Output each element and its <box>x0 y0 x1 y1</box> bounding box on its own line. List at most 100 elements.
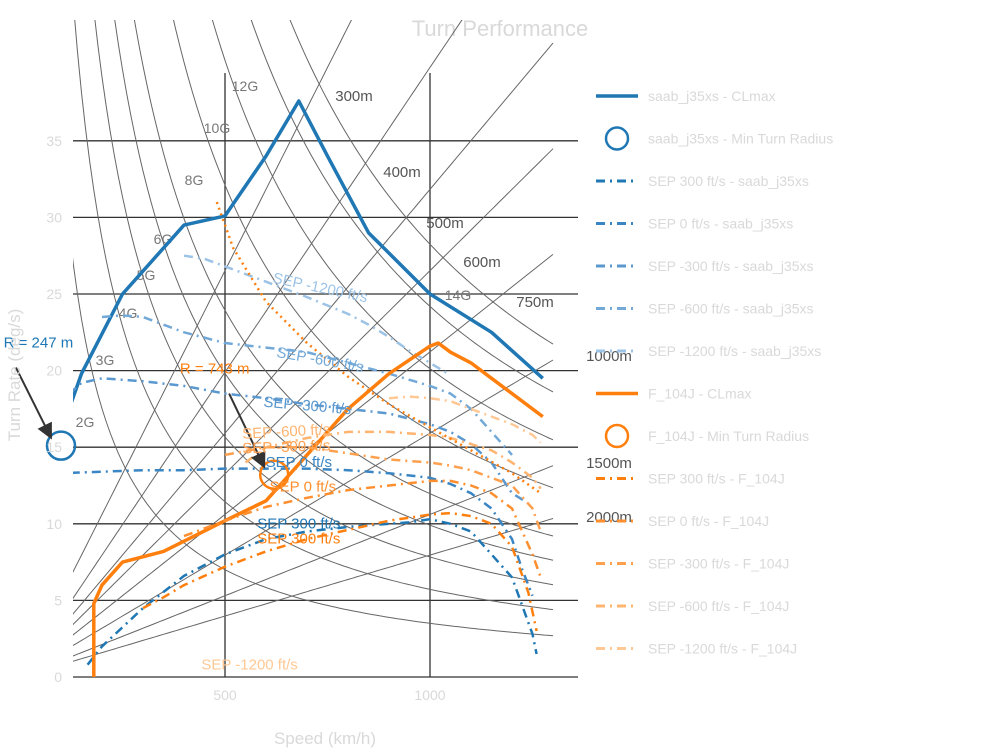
min-radius-arrow <box>228 393 266 469</box>
legend-item[interactable]: SEP 300 ft/s - F_104J <box>596 471 785 487</box>
y-tick-label: 15 <box>46 439 62 455</box>
g-line <box>211 20 554 441</box>
g-line-label: 4G <box>119 305 138 321</box>
y-tick-label: 10 <box>46 516 62 532</box>
radius-line <box>73 518 554 662</box>
legend-label: SEP -300 ft/s - F_104J <box>648 556 789 572</box>
legend-item[interactable]: SEP -1200 ft/s - saab_j35xs <box>596 343 821 359</box>
legend-label: SEP 0 ft/s - saab_j35xs <box>648 216 793 232</box>
min-radius-marker <box>258 459 290 491</box>
y-tick-label: 35 <box>46 133 62 149</box>
g-line <box>250 20 554 393</box>
x-tick-label: 1000 <box>414 687 445 703</box>
radius-line-label: 500m <box>426 215 464 232</box>
radius-line <box>73 20 353 574</box>
radius-line-label: 2000m <box>586 509 632 526</box>
radius-line <box>73 359 554 647</box>
g-line-label: 8G <box>185 172 204 188</box>
g-line <box>173 20 554 489</box>
y-tick-label: 0 <box>54 669 62 685</box>
min-radius-label: R = 743 m <box>180 361 250 378</box>
radius-line <box>73 254 554 636</box>
g-line <box>94 20 554 586</box>
sep-annotation: SEP -1200 ft/s <box>271 270 369 307</box>
x-axis-label: Speed (km/h) <box>274 729 376 748</box>
g-line-label: 3G <box>96 352 115 368</box>
legend-item[interactable]: SEP -300 ft/s - saab_j35xs <box>596 258 814 274</box>
series-line <box>73 467 534 597</box>
g-line <box>133 20 554 537</box>
legend-item[interactable]: F_104J - Min Turn Radius <box>604 423 809 449</box>
turn-guide-labels: 2G3G4G5G6G8G10G12G14G300m400m500m600m750… <box>76 78 632 526</box>
legend-label: SEP -1200 ft/s - saab_j35xs <box>648 343 821 359</box>
legend-label: saab_j35xs - Min Turn Radius <box>648 131 833 147</box>
legend-item[interactable]: saab_j35xs - CLmax <box>596 88 776 104</box>
legend-label: SEP 300 ft/s - saab_j35xs <box>648 173 809 189</box>
radius-line <box>73 42 554 615</box>
sep-annotation: SEP 0 ft/s <box>270 479 336 496</box>
legend-label: F_104J - Min Turn Radius <box>648 428 809 444</box>
min-radius-arrow <box>15 367 52 440</box>
series-line <box>183 479 542 578</box>
legend-item[interactable]: SEP -1200 ft/s - F_104J <box>596 641 797 657</box>
legend-label: saab_j35xs - CLmax <box>648 88 776 104</box>
legend-label: F_104J - CLmax <box>648 386 751 402</box>
legend-circle-icon <box>604 423 630 449</box>
legend-item[interactable]: SEP 0 ft/s - saab_j35xs <box>596 216 793 232</box>
series-line <box>73 377 525 502</box>
sep-annotation: SEP 300 ft/s <box>257 515 340 532</box>
series-line <box>101 314 513 456</box>
legend-label: SEP -1200 ft/s - F_104J <box>648 641 797 657</box>
g-line-label: 10G <box>204 120 230 136</box>
radius-line-label: 400m <box>383 164 421 181</box>
y-tick-label: 30 <box>46 209 62 225</box>
y-tick-label: 5 <box>54 592 62 608</box>
radius-line-label: 600m <box>463 254 501 271</box>
radius-line <box>73 20 463 600</box>
legend-item[interactable]: SEP 0 ft/s - F_104J <box>596 513 769 529</box>
radius-line-label: 1500m <box>586 455 632 472</box>
min-radius-marker <box>45 430 77 461</box>
legend-item[interactable]: SEP 300 ft/s - saab_j35xs <box>596 173 809 189</box>
series-line <box>224 445 542 532</box>
grid <box>73 73 578 678</box>
axis-ticks: 0 5 10 15 20 25 30 35 500 1000 <box>46 133 445 703</box>
series-line <box>215 201 542 495</box>
legend[interactable]: saab_j35xs - CLmax saab_j35xs - Min Turn … <box>596 88 833 657</box>
sep-annotation: SEP -300 ft/s <box>242 437 331 457</box>
series <box>73 99 544 677</box>
series-line <box>86 517 538 666</box>
g-line <box>73 257 554 637</box>
sep-annotation: SEP -300 ft/s <box>263 394 352 419</box>
sep-annotation: SEP 300 ft/s <box>257 531 340 548</box>
radius-line <box>73 148 554 626</box>
legend-item[interactable]: SEP -600 ft/s - F_104J <box>596 598 789 614</box>
series-line <box>92 341 544 677</box>
y-tick-label: 20 <box>46 363 62 379</box>
legend-circle-icon <box>604 126 630 151</box>
g-line <box>289 20 554 345</box>
series-line <box>73 99 544 404</box>
y-axis-label: Turn Rate (deg/s) <box>5 309 24 442</box>
chart-title: Turn Performance <box>412 16 588 41</box>
legend-label: SEP -300 ft/s - saab_j35xs <box>648 258 814 274</box>
g-line-label: 12G <box>232 78 258 94</box>
legend-item[interactable]: SEP -600 ft/s - saab_j35xs <box>596 301 814 317</box>
radius-line-label: 300m <box>335 88 373 105</box>
legend-label: SEP 0 ft/s - F_104J <box>648 513 769 529</box>
x-tick-label: 500 <box>213 687 237 703</box>
g-line-label: 2G <box>76 414 95 430</box>
legend-item[interactable]: F_104J - CLmax <box>596 386 751 402</box>
legend-item[interactable]: saab_j35xs - Min Turn Radius <box>604 126 833 151</box>
annotations: R = 247 m R = 743 m SEP -1200 ft/s SEP -600… <box>4 270 370 674</box>
legend-label: SEP 300 ft/s - F_104J <box>648 471 785 487</box>
y-tick-label: 25 <box>46 286 62 302</box>
legend-label: SEP -600 ft/s - F_104J <box>648 598 789 614</box>
series-line <box>388 395 542 444</box>
sep-annotation: SEP -1200 ft/s <box>201 656 297 673</box>
legend-label: SEP -600 ft/s - saab_j35xs <box>648 301 814 317</box>
g-line-label: 14G <box>445 287 471 303</box>
sep-annotation: SEP -600 ft/s <box>242 421 331 443</box>
legend-item[interactable]: SEP -300 ft/s - F_104J <box>596 556 789 572</box>
